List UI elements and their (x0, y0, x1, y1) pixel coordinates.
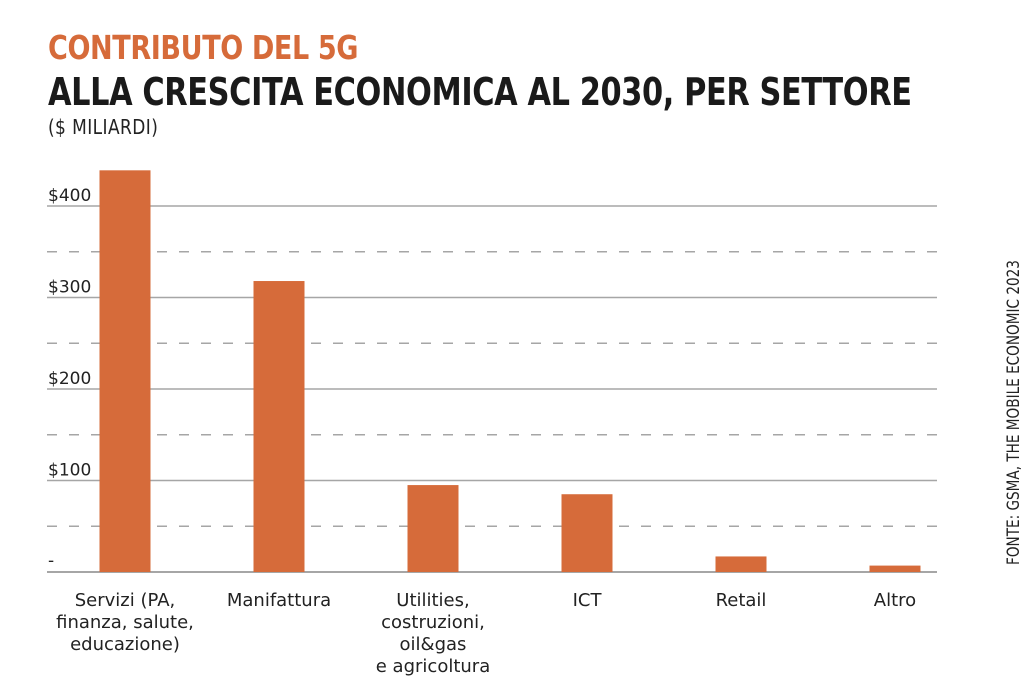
x-tick-label: Manifattura (227, 590, 331, 611)
y-axis-ticks: - $100 $200 $300 $400 (48, 186, 91, 571)
x-tick-label: Retail (716, 590, 767, 611)
gridlines (47, 205, 937, 573)
x-tick-label-line: Manifattura (227, 590, 331, 611)
x-tick-label-line: Utilities, (396, 590, 469, 611)
x-tick-label: Servizi (PA, finanza, salute, educazione) (56, 590, 194, 655)
y-tick-label: $400 (48, 186, 91, 206)
bar (715, 556, 767, 572)
chart-title-line2: ALLA CRESCITA ECONOMICA AL 2030, PER SET… (48, 70, 912, 114)
x-tick-label-line: finanza, salute, (56, 612, 194, 633)
y-tick-label: $200 (48, 369, 91, 389)
x-tick-label-line: Servizi (PA, (75, 590, 176, 611)
x-tick-label: Utilities, costruzioni, oil&gas e agricoltu… (376, 590, 490, 677)
bar (407, 485, 459, 572)
bars (99, 170, 921, 572)
x-tick-label-line: oil&gas (400, 634, 467, 655)
bar (869, 565, 921, 572)
x-tick-label-line: Altro (874, 590, 916, 611)
bar (561, 494, 613, 572)
x-tick-label-line: costruzioni, (381, 612, 485, 633)
x-tick-label-line: ICT (573, 590, 603, 611)
bar (253, 281, 305, 572)
x-axis-labels: Servizi (PA, finanza, salute, educazione) M… (56, 590, 916, 677)
x-tick-label-line: educazione) (70, 634, 180, 655)
y-tick-label: $300 (48, 278, 91, 298)
x-tick-label: ICT (573, 590, 603, 611)
chart-title-line1: CONTRIBUTO DEL 5G (48, 28, 359, 67)
chart-subtitle: ($ MILIARDI) (48, 115, 159, 139)
y-tick-label: - (48, 551, 54, 571)
y-tick-label: $100 (48, 461, 91, 481)
bar (99, 170, 151, 572)
x-tick-label-line: Retail (716, 590, 767, 611)
x-tick-label: Altro (874, 590, 916, 611)
x-tick-label-line: e agricoltura (376, 656, 490, 677)
